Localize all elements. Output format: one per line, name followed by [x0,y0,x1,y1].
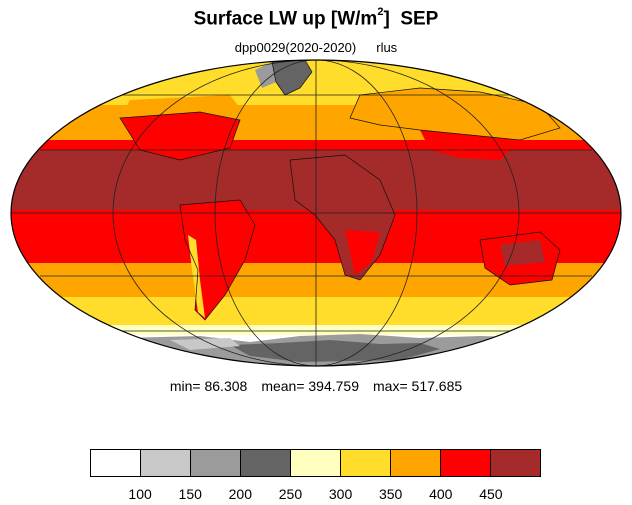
colorbar [90,449,541,477]
title-month: SEP [400,8,439,30]
colorbar-box [441,450,491,476]
africa-red [345,230,380,275]
colorbar-box [141,450,191,476]
north-america-orange [120,95,245,118]
colorbar-label: 150 [178,486,202,502]
title-bracket: ] [383,8,390,30]
title-text: Surface LW up [W/m [193,8,378,30]
subtitle-variable: rlus [376,40,398,55]
colorbar-box [391,450,441,476]
colorbar-box [291,450,341,476]
globe-outline [10,59,622,367]
eurasia-north [350,88,560,140]
colorbar-label: 200 [228,486,253,502]
colorbar-box [241,450,291,476]
stats-line: min= 86.308 mean= 394.759 max= 517.685 [0,378,632,394]
north-america-red [120,112,240,160]
colorbar-box [491,450,540,476]
stat-min: min= 86.308 [169,378,248,394]
colorbar-box [191,450,241,476]
map-title: Surface LW up [W/m2] SEP [0,6,632,30]
graticule [11,60,621,366]
australia-dark [500,240,545,266]
stat-max: max= 517.685 [373,378,463,394]
title-superscript: 2 [377,6,384,18]
colorbar-label: 450 [479,486,503,502]
coastlines [119,60,561,321]
colorbar-label: 400 [429,486,453,502]
arctic-grey [255,62,276,88]
colorbar-box [341,450,391,476]
colorbar-box [91,450,141,476]
andes [188,235,205,318]
colorbar-label: 300 [328,486,353,502]
colorbar-labels: 100 150 200 250 300 350 400 450 [90,486,541,504]
map-fill [11,60,621,366]
colorbar-label: 100 [128,486,152,502]
antarctica-light [170,338,240,350]
map-subtitle: dpp0029(2020-2020) rlus [0,40,632,55]
colorbar-label: 250 [278,486,303,502]
colorbar-label: 350 [378,486,403,502]
subtitle-run: dpp0029(2020-2020) [234,40,357,55]
stat-mean: mean= 394.759 [261,378,360,394]
